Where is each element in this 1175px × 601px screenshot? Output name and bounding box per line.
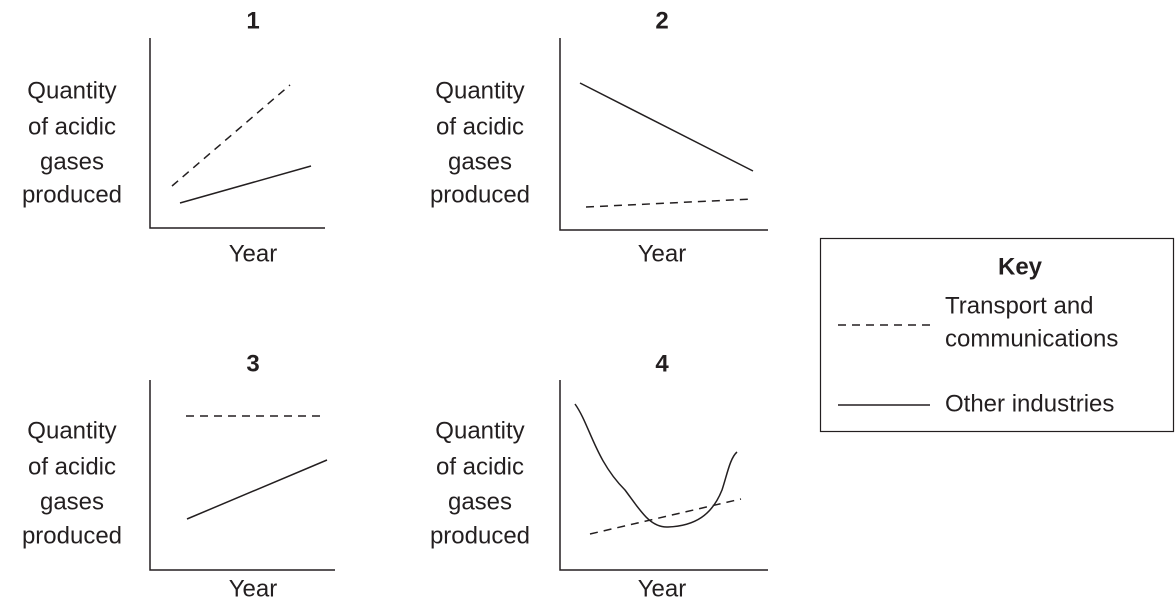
axes xyxy=(149,38,325,229)
y-label: gases xyxy=(40,148,104,175)
y-label: gases xyxy=(448,148,512,175)
axes xyxy=(559,380,768,571)
y-label: produced xyxy=(430,522,530,549)
y-label: of acidic xyxy=(28,453,116,480)
y-label: produced xyxy=(22,522,122,549)
transport-line xyxy=(589,498,742,535)
key-label: Other industries xyxy=(945,390,1114,417)
key: Key Transport and communications Other i… xyxy=(819,237,1175,433)
y-label: Quantity xyxy=(435,417,524,444)
y-label: gases xyxy=(40,488,104,515)
y-label: produced xyxy=(430,181,530,208)
y-label: gases xyxy=(448,488,512,515)
panel: 2 Quantity of acidic gases produced Year xyxy=(430,7,768,267)
industry-line xyxy=(179,165,312,204)
y-label: of acidic xyxy=(436,113,524,140)
x-label: Year xyxy=(638,240,687,267)
y-label: Quantity xyxy=(27,77,116,104)
key-title: Key xyxy=(998,253,1043,280)
y-label: of acidic xyxy=(436,453,524,480)
axes xyxy=(559,38,768,231)
axes xyxy=(149,380,335,571)
x-label: Year xyxy=(229,575,278,601)
x-label: Year xyxy=(638,575,687,601)
panel-title: 3 xyxy=(246,350,259,377)
key-label: communications xyxy=(945,325,1118,352)
key-box xyxy=(819,237,1175,433)
panel: 4 Quantity of acidic gases produced Year xyxy=(430,350,768,601)
industry-line xyxy=(574,403,738,528)
transport-line xyxy=(171,84,291,187)
industry-line xyxy=(186,459,328,520)
industry-line xyxy=(579,82,754,172)
key-label: Transport and xyxy=(945,292,1094,319)
panel: 1 Quantity of acidic gases produced Year xyxy=(22,7,325,267)
y-label: of acidic xyxy=(28,113,116,140)
transport-line xyxy=(585,198,754,208)
x-label: Year xyxy=(229,240,278,267)
y-label: Quantity xyxy=(27,417,116,444)
panel-title: 4 xyxy=(655,350,669,377)
y-label: Quantity xyxy=(435,77,524,104)
y-label: produced xyxy=(22,181,122,208)
panel-title: 2 xyxy=(655,7,668,34)
panel: 3 Quantity of acidic gases produced Year xyxy=(22,350,335,601)
panel-title: 1 xyxy=(246,7,259,34)
